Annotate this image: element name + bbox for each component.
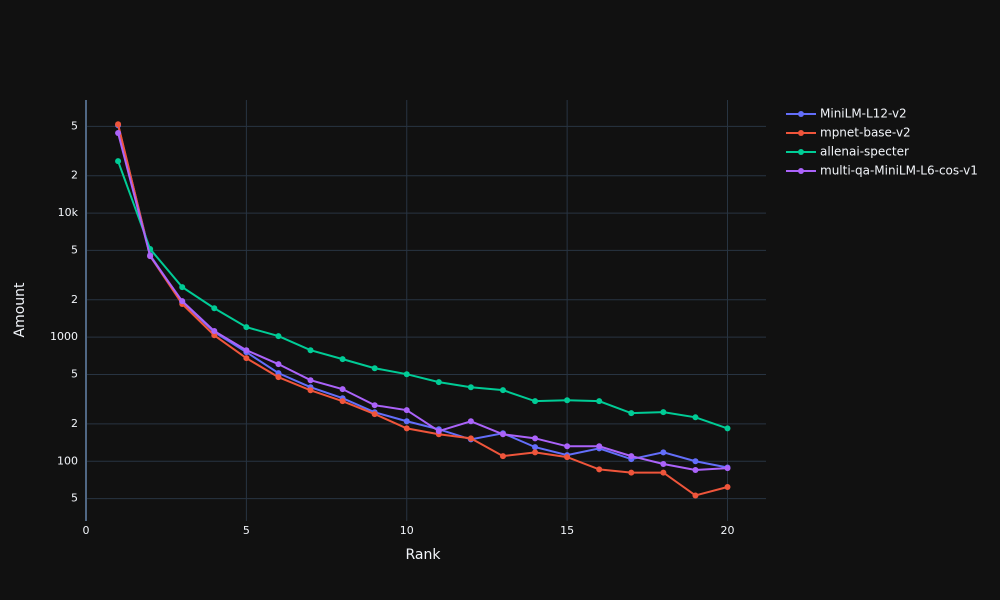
data-point <box>660 409 667 416</box>
data-point <box>403 425 410 432</box>
data-point <box>147 253 154 260</box>
data-point <box>724 425 731 432</box>
data-point <box>628 469 635 476</box>
data-point <box>692 458 699 465</box>
x-tick-label: 15 <box>560 524 574 537</box>
series-line <box>117 160 728 430</box>
data-point <box>499 431 506 438</box>
legend-marker <box>798 111 804 117</box>
data-point <box>211 332 218 339</box>
data-point <box>307 377 314 384</box>
data-point <box>724 465 731 472</box>
data-point <box>564 443 571 450</box>
data-point <box>660 449 667 456</box>
legend-label: mpnet-base-v2 <box>820 126 911 140</box>
x-tick-label: 10 <box>400 524 414 537</box>
data-point <box>532 449 539 456</box>
data-point <box>692 414 699 421</box>
data-point <box>243 324 250 331</box>
data-point <box>628 410 635 417</box>
x-tick-label: 5 <box>243 524 250 537</box>
series-line <box>117 132 728 472</box>
x-axis-title: Rank <box>406 547 442 563</box>
data-point <box>371 402 378 409</box>
legend-marker <box>798 130 804 136</box>
data-point <box>211 305 218 312</box>
y-tick-label: 5 <box>71 119 78 132</box>
data-point <box>339 386 346 393</box>
data-point <box>660 461 667 468</box>
data-point <box>564 454 571 461</box>
data-point <box>115 121 122 128</box>
data-point <box>467 384 474 391</box>
y-tick-label: 5 <box>71 492 78 505</box>
data-point <box>660 469 667 476</box>
data-point <box>499 387 506 394</box>
data-point <box>724 484 731 491</box>
data-point <box>307 387 314 394</box>
data-point <box>339 356 346 363</box>
legend-marker <box>798 168 804 174</box>
data-point <box>403 407 410 414</box>
data-point <box>179 284 186 291</box>
data-point <box>211 328 218 335</box>
data-point <box>692 492 699 499</box>
x-tick-label: 0 <box>83 524 90 537</box>
data-point <box>499 453 506 460</box>
data-point <box>467 418 474 425</box>
data-point <box>275 333 282 340</box>
data-point <box>371 411 378 418</box>
legend-label: multi-qa-MiniLM-L6-cos-v1 <box>820 164 978 178</box>
data-point <box>435 379 442 386</box>
data-point <box>179 298 186 305</box>
legend-marker <box>798 149 804 155</box>
data-point <box>243 347 250 354</box>
y-tick-label: 5 <box>71 368 78 381</box>
series-line <box>117 123 728 497</box>
y-tick-label: 10k <box>58 206 79 219</box>
data-point <box>532 444 539 451</box>
data-point <box>532 435 539 442</box>
data-point <box>403 418 410 425</box>
data-point <box>628 453 635 460</box>
y-tick-label: 5 <box>71 243 78 256</box>
data-point <box>115 129 122 136</box>
data-point <box>564 397 571 404</box>
legend-label: MiniLM-L12-v2 <box>820 107 907 121</box>
data-point <box>692 467 699 474</box>
data-point <box>307 347 314 354</box>
data-point <box>275 374 282 381</box>
data-point <box>467 435 474 442</box>
data-point <box>243 355 250 362</box>
legend-label: allenai-specter <box>820 145 909 159</box>
data-point <box>532 398 539 405</box>
data-point <box>596 443 603 450</box>
data-point <box>115 158 122 165</box>
data-point <box>435 428 442 435</box>
data-point <box>596 466 603 473</box>
y-tick-label: 100 <box>57 454 78 467</box>
data-point <box>339 398 346 405</box>
data-point <box>403 371 410 378</box>
y-tick-label: 2 <box>71 417 78 430</box>
data-point <box>275 361 282 368</box>
y-tick-label: 2 <box>71 293 78 306</box>
y-tick-label: 2 <box>71 169 78 182</box>
data-point <box>371 365 378 372</box>
x-tick-label: 20 <box>721 524 735 537</box>
data-point <box>596 398 603 405</box>
y-tick-label: 1000 <box>50 330 78 343</box>
y-axis-title: Amount <box>12 282 28 338</box>
